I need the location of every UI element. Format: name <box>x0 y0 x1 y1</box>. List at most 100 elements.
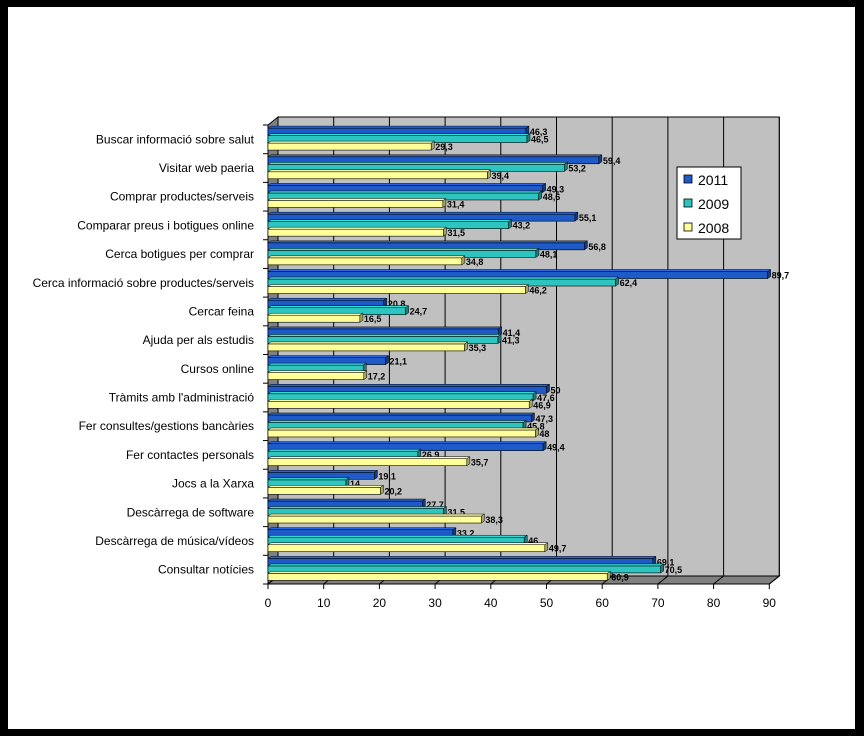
bar-2008 <box>267 142 432 151</box>
bar-end-2011 <box>767 269 771 279</box>
bar-top-2011 <box>267 498 427 502</box>
bar-2008 <box>267 458 468 466</box>
data-label: 34,8 <box>466 257 484 267</box>
data-label: 46,3 <box>530 127 548 137</box>
bar-end-2009 <box>417 448 422 459</box>
bar-top-2009 <box>267 448 422 452</box>
bar-end-2008 <box>487 169 491 180</box>
bar-end-2011 <box>452 527 457 538</box>
bar-end-2008 <box>430 140 435 151</box>
bar-2008 <box>267 314 361 323</box>
category-label: Cerca botigues per comprar <box>105 247 254 261</box>
bar-top-2009 <box>267 563 665 567</box>
data-label: 39,4 <box>491 171 509 181</box>
data-label: 14 <box>350 479 360 489</box>
data-label: 33,2 <box>457 529 475 539</box>
bar-top-2011 <box>267 125 530 129</box>
bar-top-2008 <box>267 226 448 230</box>
data-label: 69,1 <box>657 557 675 567</box>
bar-end-2011 <box>385 355 389 366</box>
bar-end-2008 <box>359 312 364 323</box>
data-label: 17,2 <box>368 372 386 382</box>
data-label: 50 <box>551 385 561 395</box>
data-label: 20,8 <box>388 299 406 309</box>
data-label: 49,7 <box>549 544 567 554</box>
gridline-floor <box>768 575 780 585</box>
bar-2008 <box>267 515 482 524</box>
data-label: 49,4 <box>547 443 565 453</box>
bar-end-2008 <box>528 398 533 409</box>
bar-top-2009 <box>267 362 368 366</box>
category-label: Fer contactes personals <box>126 448 254 462</box>
bar-top-2008 <box>267 456 471 459</box>
bar-end-2008 <box>461 255 466 266</box>
category-label: Consultar notícies <box>158 563 254 577</box>
data-label: 41,4 <box>503 328 521 338</box>
bar-end-2008 <box>544 542 549 553</box>
data-label: 31,4 <box>447 199 465 209</box>
data-label: 35,3 <box>469 343 487 353</box>
data-label: 59,4 <box>603 156 621 166</box>
x-tick-label: 30 <box>428 596 442 610</box>
bar-end-2009 <box>405 305 409 316</box>
category-label: Cercar feina <box>189 304 255 318</box>
bar-top-2008 <box>267 513 486 517</box>
bar-end-2011 <box>542 183 546 193</box>
bar-end-2009 <box>526 133 531 144</box>
bar-top-2011 <box>267 326 503 330</box>
category-label: Comprar productes/serveis <box>110 190 254 204</box>
x-tick-label: 90 <box>763 596 777 610</box>
bar-end-2011 <box>542 441 547 452</box>
bar-top-2011 <box>267 355 390 358</box>
legend-label: 2008 <box>698 220 729 236</box>
category-label: Tràmits amb l'administració <box>109 391 255 405</box>
bar-top-2011 <box>267 183 547 186</box>
bar-end-2009 <box>535 247 540 258</box>
x-tick-label: 60 <box>596 596 610 610</box>
bar-end-2011 <box>598 154 603 165</box>
data-label: 56,8 <box>588 242 606 252</box>
bar-end-2011 <box>383 297 388 308</box>
bar-end-2008 <box>443 226 447 237</box>
bar-top-2008 <box>267 571 612 574</box>
x-tick-label: 70 <box>651 596 665 610</box>
bar-end-2008 <box>481 513 485 524</box>
bar-end-2008 <box>535 427 539 438</box>
data-label: 47,6 <box>537 393 555 403</box>
bar-top-2009 <box>267 133 531 136</box>
bar-end-2009 <box>345 477 350 488</box>
data-label: 41,3 <box>502 335 520 345</box>
data-label: 62,4 <box>620 278 638 288</box>
bar-2008 <box>267 573 608 581</box>
bar-top-2011 <box>267 269 772 272</box>
bar-top-2009 <box>267 534 529 538</box>
bar-2008 <box>267 400 530 409</box>
bar-end-2008 <box>380 484 384 495</box>
x-tick-label: 20 <box>373 596 387 610</box>
data-label: 19,1 <box>378 471 396 481</box>
bar-end-2008 <box>464 341 468 352</box>
data-label: 29,3 <box>435 142 453 152</box>
data-label: 38,3 <box>485 515 503 525</box>
bar-end-2011 <box>574 211 579 222</box>
bar-top-2011 <box>267 470 379 473</box>
bar-top-2009 <box>267 190 543 194</box>
bar-top-2011 <box>267 240 589 244</box>
bar-end-2009 <box>443 506 447 516</box>
bar-top-2011 <box>267 211 579 215</box>
data-label: 55,1 <box>579 213 597 223</box>
bar-top-2011 <box>267 297 388 301</box>
category-label: Cursos online <box>181 362 255 376</box>
data-label: 53,2 <box>568 163 586 173</box>
bar-2008 <box>267 257 463 266</box>
bar-top-2008 <box>267 255 466 259</box>
data-label: 47,3 <box>535 414 553 424</box>
category-label: Fer consultes/gestions bancàries <box>79 419 254 433</box>
bar-top-2008 <box>267 542 549 545</box>
bar-end-2008 <box>525 284 529 294</box>
category-label: Buscar informació sobre salut <box>96 132 255 146</box>
bar-end-2009 <box>362 362 367 373</box>
bar-top-2009 <box>267 305 410 308</box>
bar-end-2009 <box>532 391 537 402</box>
